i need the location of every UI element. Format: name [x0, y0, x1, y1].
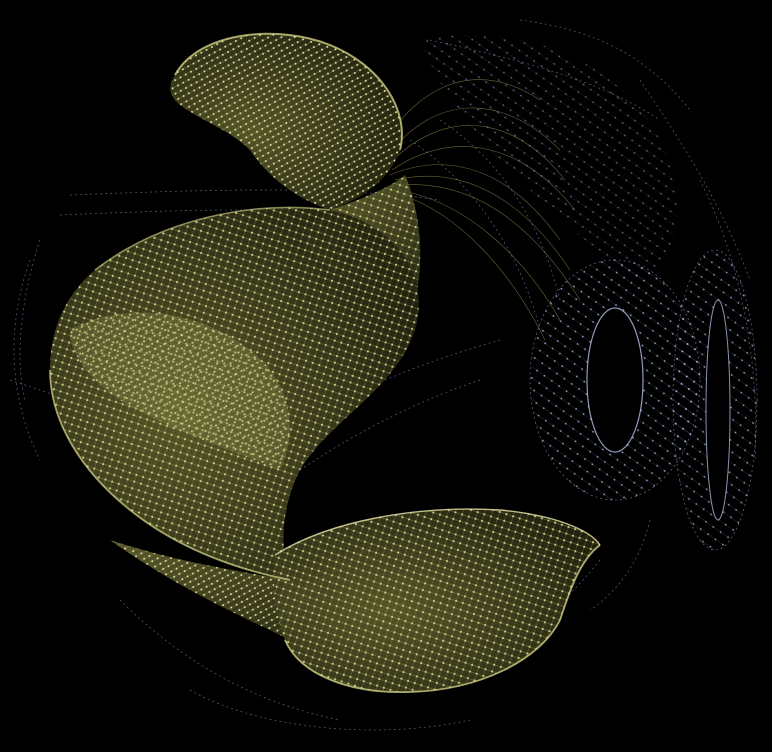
- ring-mesh-left: [529, 259, 701, 501]
- ring-mesh-right: [672, 249, 758, 551]
- ring-meshes: [420, 34, 758, 551]
- twisted-ribbon-mesh: [49, 32, 601, 693]
